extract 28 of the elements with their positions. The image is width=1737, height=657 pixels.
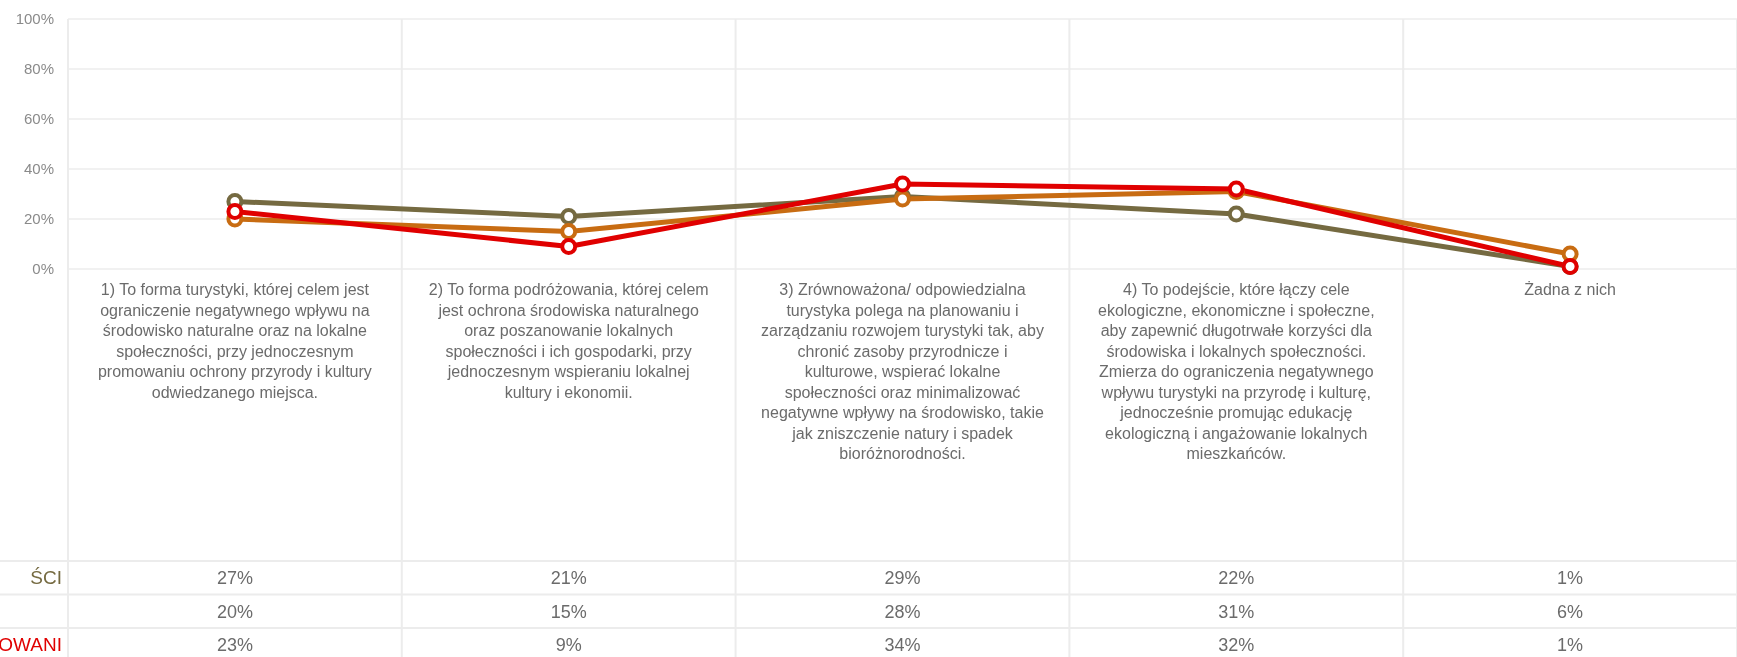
x-tick-label: Żadna z nich (1524, 280, 1616, 298)
x-tick-label: 1) To forma turystyki, której celem jest ograniczenie negatywnego wpływu na środowisko naturalne oraz na lokalne społeczności, przy jednoczesnym promowaniu ochrony przyrody i kultury odwiedzanego miejsca. (97, 281, 372, 401)
y-tick-label: 60% (23, 110, 54, 128)
data-label: 15% (550, 601, 587, 622)
data-label: 28% (884, 601, 921, 622)
data-label: 20% (216, 601, 253, 622)
data-label: 23% (216, 635, 253, 656)
data-label: 21% (550, 568, 587, 589)
y-tick-label: 40% (23, 160, 54, 178)
y-tick-label: 80% (23, 60, 54, 78)
text: OWANI (0, 634, 62, 656)
y-tick-label: 0% (32, 260, 54, 278)
data-label: 9% (555, 635, 582, 656)
data-label: 34% (884, 635, 921, 656)
data-label: 32% (1218, 635, 1255, 656)
x-tick-label: 2) To forma podróżowania, której celem jest ochrona środowiska naturalnego oraz poszanowanie lokalnych społeczności i ich gospodarki, przy jednoczesnym wspieraniu lokalnej kultury i ekonomii. (428, 281, 709, 401)
data-label: 1% (1557, 635, 1584, 656)
data-label: 1% (1557, 568, 1584, 589)
category-label: 3) Zrównoważona/ odpowiedzialna turystyka polega na planowaniu i zarządzaniu rozwojem turystyki tak, aby chronić zasoby przyrodnicze i kulturowe, wspierać lokalne społeczności oraz minimalizować negatywne wpływy na środowisko, takie jak zniszczenie natury i spadek bioróżnorodności. (761, 281, 1044, 462)
text: ŚCI (30, 567, 62, 589)
data-label: 22% (1218, 568, 1255, 589)
data-label: 31% (1218, 601, 1255, 622)
y-tick-label: 100% (15, 10, 54, 28)
data-label: 29% (884, 568, 921, 589)
category-label: 4) To podejście, które łączy cele ekologiczne, ekonomiczne i społeczne, aby zapewnić długotrwałe korzyści dla środowiska i lokalnych społeczności. Zmierza do ograniczenia negatywnego wpływu turystyki na przyrodę i kulturę, jednocześnie promując edukację ekologiczną i angażowanie lokalnych mieszkańców. (1098, 281, 1375, 462)
y-tick-label: 20% (23, 210, 54, 228)
data-label: 6% (1557, 601, 1584, 622)
data-label: 27% (216, 568, 253, 589)
